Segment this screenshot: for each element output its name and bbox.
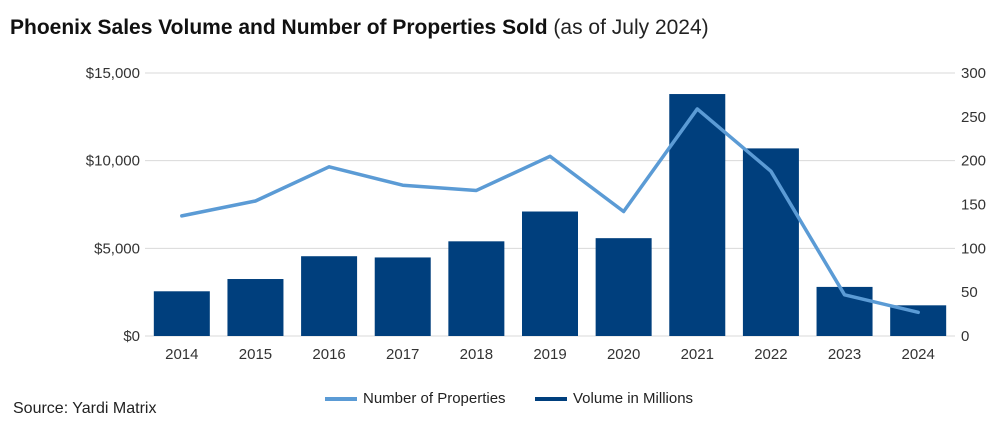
x-axis-tick-label: 2016	[312, 346, 345, 363]
left-axis-tick-label: $10,000	[86, 153, 140, 170]
source-note: Source: Yardi Matrix	[13, 400, 157, 417]
bar-2017	[374, 257, 431, 336]
bar-2021	[669, 94, 726, 336]
chart-plot: $0 $5,000 $10,000 $15,000 0 50 100 150 200 250 300…	[86, 65, 986, 363]
legend-label-volume: Volume in Millions	[573, 390, 694, 407]
legend-line-swatch	[325, 396, 357, 401]
x-axis-tick-label: 2019	[533, 346, 566, 363]
right-axis-tick-label: 250	[961, 109, 986, 126]
bar-2020	[595, 238, 652, 336]
bar-2014	[153, 291, 210, 336]
x-axis-tick-label: 2020	[607, 346, 640, 363]
right-axis-tick-label: 50	[961, 284, 978, 301]
chart-title-sub: (as of July 2024)	[553, 16, 709, 39]
left-axis-tick-label: $15,000	[86, 65, 140, 82]
bar-2015	[227, 279, 284, 336]
legend-label-properties: Number of Properties	[363, 390, 506, 407]
x-axis-tick-label: 2015	[239, 346, 272, 363]
x-axis-tick-label: 2022	[754, 346, 787, 363]
right-axis-tick-label: 200	[961, 153, 986, 170]
left-axis-tick-label: $5,000	[94, 240, 140, 257]
x-axis-tick-label: 2021	[681, 346, 714, 363]
x-axis-tick-label: 2018	[460, 346, 493, 363]
right-axis-tick-label: 100	[961, 240, 986, 257]
x-axis-tick-label: 2017	[386, 346, 419, 363]
x-axis-tick-label: 2023	[828, 346, 861, 363]
chart-legend: Number of Properties Volume in Millions	[0, 390, 1007, 412]
legend-item-properties: Number of Properties	[325, 390, 506, 407]
x-axis-tick-label: 2014	[165, 346, 198, 363]
bar-2019	[522, 211, 578, 336]
chart-title-main: Phoenix Sales Volume and Number of Prope…	[10, 16, 548, 39]
right-axis-tick-label: 300	[961, 65, 986, 82]
bar-2024	[890, 305, 947, 336]
legend-item-volume: Volume in Millions	[535, 390, 693, 407]
bar-2018	[448, 241, 505, 336]
legend-bar-swatch	[535, 396, 567, 401]
right-axis-tick-label: 150	[961, 197, 986, 214]
bar-2022	[742, 148, 799, 336]
chart-title: Phoenix Sales Volume and Number of Prope…	[10, 16, 709, 40]
x-axis-tick-label: 2024	[901, 346, 934, 363]
right-axis-tick-label: 0	[961, 328, 969, 345]
bar-2016	[301, 256, 358, 336]
left-axis-tick-label: $0	[123, 328, 140, 345]
